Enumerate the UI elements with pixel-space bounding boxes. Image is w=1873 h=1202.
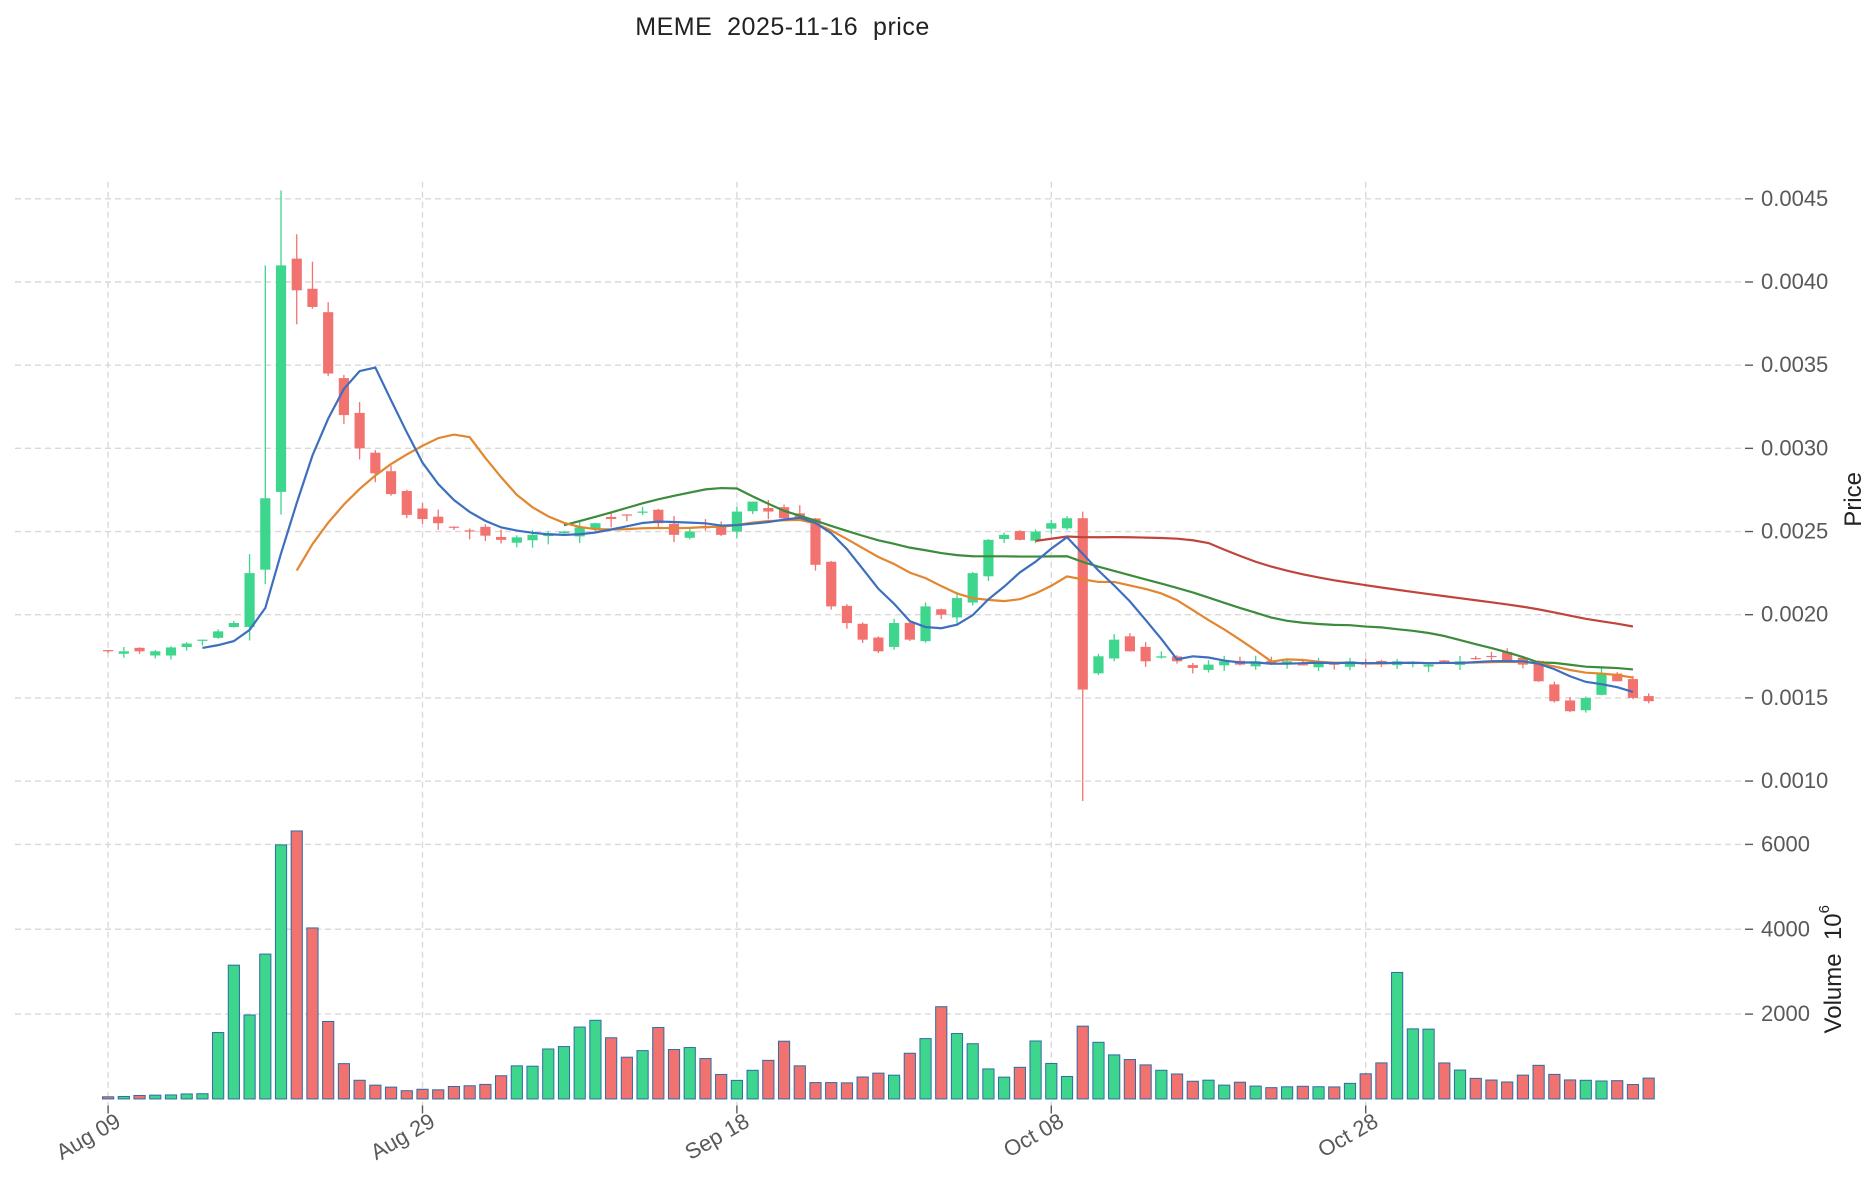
svg-text:0.0035: 0.0035 xyxy=(1761,352,1828,377)
svg-text:0.0025: 0.0025 xyxy=(1761,519,1828,544)
svg-text:0.0040: 0.0040 xyxy=(1761,269,1828,294)
svg-text:0.0045: 0.0045 xyxy=(1761,186,1828,211)
svg-text:0.0030: 0.0030 xyxy=(1761,435,1828,460)
svg-text:Oct 08: Oct 08 xyxy=(999,1108,1068,1162)
svg-text:6000: 6000 xyxy=(1761,831,1810,856)
svg-text:Oct 28: Oct 28 xyxy=(1314,1108,1383,1162)
svg-text:4000: 4000 xyxy=(1761,916,1810,941)
svg-text:Aug 09: Aug 09 xyxy=(52,1108,125,1165)
svg-text:0.0010: 0.0010 xyxy=(1761,768,1828,793)
svg-text:Sep 18: Sep 18 xyxy=(681,1108,754,1165)
svg-text:0.0015: 0.0015 xyxy=(1761,685,1828,710)
svg-text:0.0020: 0.0020 xyxy=(1761,602,1828,627)
svg-text:Aug 29: Aug 29 xyxy=(366,1108,439,1165)
svg-text:2000: 2000 xyxy=(1761,1001,1810,1026)
